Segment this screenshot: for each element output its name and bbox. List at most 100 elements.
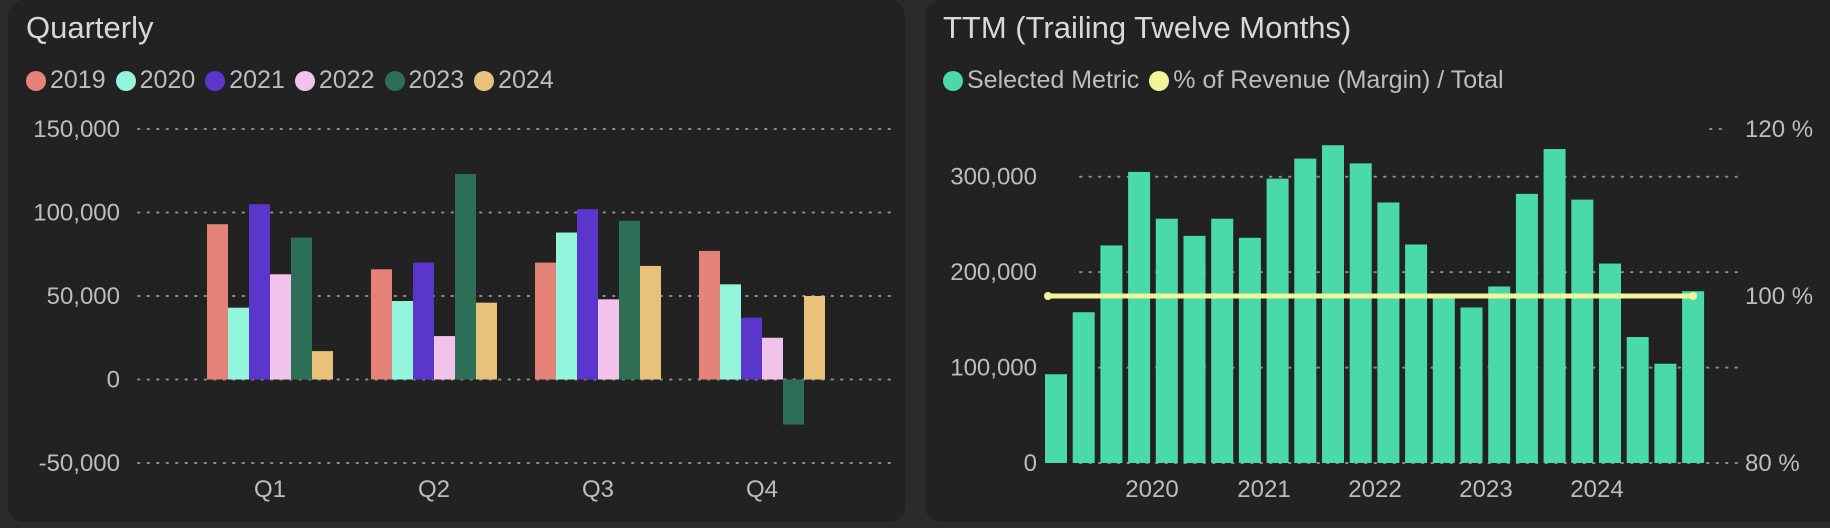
y-right-tick-label: 100 % <box>1745 283 1813 310</box>
margin-point[interactable] <box>1044 292 1052 300</box>
y-tick-label: -50,000 <box>39 450 120 477</box>
legend-label: 2023 <box>408 66 465 94</box>
y-left-tick-label: 0 <box>1024 450 1037 477</box>
ttm-bar[interactable] <box>1266 178 1289 463</box>
ttm-bar[interactable] <box>1515 193 1538 464</box>
bar-2021-Q1[interactable] <box>249 204 270 380</box>
legend-dot <box>26 70 46 91</box>
bar-2022-Q1[interactable] <box>270 274 291 380</box>
x-tick-label: 2024 <box>1570 476 1623 503</box>
ttm-bar[interactable] <box>1349 163 1372 463</box>
ttm-title: TTM (Trailing Twelve Months) <box>943 10 1352 45</box>
legend-item-quarterly-2020[interactable]: 2020 <box>115 66 196 95</box>
ttm-bar[interactable] <box>1294 158 1317 463</box>
bar-2023-Q3[interactable] <box>619 220 640 380</box>
x-tick-label: 2023 <box>1459 476 1512 503</box>
quarterly-chart: 150,000 100,000 50,000 0 -50,000 Q1 Q2 Q3 Q4 <box>33 116 891 503</box>
legend-dot <box>205 70 226 91</box>
x-tick-label: Q1 <box>254 476 286 503</box>
bar-2022-Q2[interactable] <box>434 336 455 380</box>
x-tick-label: Q4 <box>746 476 778 503</box>
legend-item-quarterly-2021[interactable]: 2021 <box>205 66 285 95</box>
margin-point[interactable] <box>1689 292 1698 300</box>
ttm-bar[interactable] <box>1072 312 1095 463</box>
legend-label: 2020 <box>139 66 196 94</box>
ttm-bar[interactable] <box>1155 218 1178 463</box>
legend-item-margin[interactable]: % of Revenue (Margin) / Total <box>1149 66 1504 95</box>
ttm-bar[interactable] <box>1405 244 1428 463</box>
ttm-bar[interactable] <box>1488 286 1511 463</box>
y-left-tick-label: 300,000 <box>950 164 1037 191</box>
x-tick-label: 2022 <box>1348 476 1401 503</box>
y-left-tick-label: 100,000 <box>950 355 1037 382</box>
y-tick-label: 0 <box>107 367 120 394</box>
ttm-panel: TTM (Trailing Twelve Months) Selected Me… <box>925 0 1830 522</box>
y-right-tick-label: 80 % <box>1745 450 1800 477</box>
legend-dot <box>943 70 963 91</box>
legend-item-quarterly-2019[interactable]: 2019 <box>26 66 106 95</box>
ttm-bar[interactable] <box>1128 171 1151 463</box>
bar-2021-Q2[interactable] <box>413 262 434 380</box>
legend-label: 2022 <box>318 66 375 94</box>
bar-2020-Q2[interactable] <box>392 301 413 380</box>
ttm-bar[interactable] <box>1238 237 1261 463</box>
ttm-bar[interactable] <box>1211 218 1234 463</box>
legend-label: % of Revenue (Margin) / Total <box>1173 66 1504 94</box>
legend-label: 2024 <box>498 66 554 94</box>
bar-2024-Q2[interactable] <box>476 302 497 380</box>
ttm-bar[interactable] <box>1571 199 1594 464</box>
ttm-chart: 120 % 100 % 80 % 300,000 200,000 100,000 0 2020… <box>950 116 1813 503</box>
bar-2023-Q4[interactable] <box>783 379 804 425</box>
bar-2022-Q4[interactable] <box>762 337 783 380</box>
legend-dot <box>294 70 315 91</box>
bar-2024-Q3[interactable] <box>640 265 661 380</box>
legend-item-selected-metric[interactable]: Selected Metric <box>943 66 1139 95</box>
bar-2019-Q1[interactable] <box>207 224 228 380</box>
legend-label: 2019 <box>50 66 106 94</box>
y-tick-label: 100,000 <box>33 200 120 227</box>
ttm-bar[interactable] <box>1682 291 1705 463</box>
ttm-bar[interactable] <box>1100 245 1123 463</box>
bar-2024-Q4[interactable] <box>804 296 825 380</box>
legend-dot <box>384 70 405 91</box>
x-tick-label: Q2 <box>418 476 450 503</box>
legend-dot <box>474 70 495 91</box>
x-tick-label: 2021 <box>1237 476 1290 503</box>
bar-2019-Q4[interactable] <box>699 250 720 380</box>
ttm-bar[interactable] <box>1626 337 1649 463</box>
bar-2020-Q1[interactable] <box>228 307 249 380</box>
quarterly-title: Quarterly <box>26 10 154 45</box>
ttm-bar[interactable] <box>1045 374 1067 463</box>
y-tick-label: 50,000 <box>47 283 120 310</box>
ttm-bar[interactable] <box>1654 363 1677 463</box>
quarterly-legend: 2019 2020 2021 2022 2023 2024 <box>26 66 564 95</box>
bar-2022-Q3[interactable] <box>598 299 619 380</box>
bar-2024-Q1[interactable] <box>312 351 333 380</box>
x-tick-label: 2020 <box>1125 476 1178 503</box>
ttm-bar[interactable] <box>1322 145 1344 464</box>
x-tick-label: Q3 <box>582 476 614 503</box>
bar-2020-Q3[interactable] <box>556 232 577 380</box>
legend-item-quarterly-2022[interactable]: 2022 <box>294 66 375 95</box>
legend-item-quarterly-2023[interactable]: 2023 <box>384 66 465 95</box>
ttm-bar[interactable] <box>1599 263 1621 463</box>
ttm-bar[interactable] <box>1460 307 1483 463</box>
bar-2019-Q2[interactable] <box>371 269 392 380</box>
bar-2023-Q2[interactable] <box>455 174 476 380</box>
legend-item-quarterly-2024[interactable]: 2024 <box>474 66 554 95</box>
bar-2023-Q1[interactable] <box>291 237 312 380</box>
y-left-tick-label: 200,000 <box>950 259 1037 286</box>
legend-label: 2021 <box>229 66 285 94</box>
legend-label: Selected Metric <box>967 66 1140 94</box>
ttm-bar[interactable] <box>1543 149 1566 464</box>
ttm-bar[interactable] <box>1377 202 1400 464</box>
ttm-bar[interactable] <box>1432 296 1455 463</box>
bar-2021-Q4[interactable] <box>741 317 762 380</box>
ttm-bar[interactable] <box>1183 235 1206 463</box>
y-right-tick-label: 120 % <box>1745 116 1813 143</box>
bar-2020-Q4[interactable] <box>720 284 741 380</box>
bar-2021-Q3[interactable] <box>577 209 598 380</box>
ttm-legend: Selected Metric % of Revenue (Margin) / T… <box>943 66 1514 95</box>
quarterly-panel: Quarterly 2019 2020 2021 2022 2023 2024 150,0… <box>8 0 905 522</box>
bar-2019-Q3[interactable] <box>535 262 556 380</box>
